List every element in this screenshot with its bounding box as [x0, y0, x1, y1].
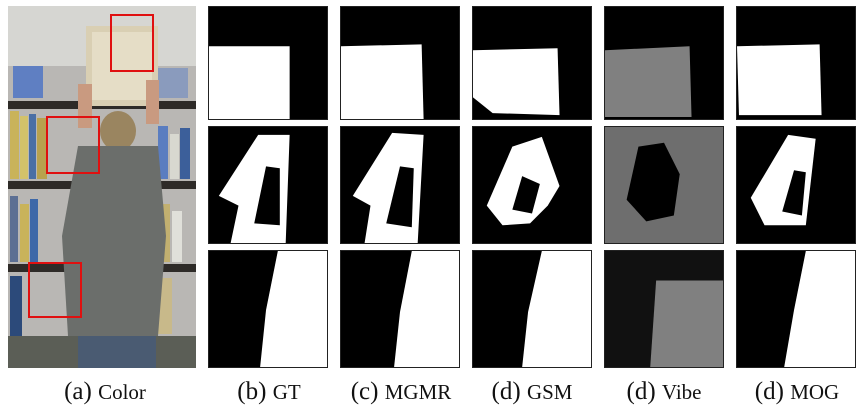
- vibe-tile-middle: [604, 126, 724, 244]
- caption-prefix: (c): [350, 378, 379, 405]
- mog-tile-middle: [736, 126, 856, 244]
- gt-tile-middle: [208, 126, 328, 244]
- caption-vibe: (d) Vibe: [602, 378, 726, 406]
- gsm-tile-bottom: [472, 250, 592, 368]
- roi-box-middle: [46, 116, 100, 174]
- caption-label: Vibe: [661, 380, 702, 404]
- gt-tile-bottom: [208, 250, 328, 368]
- gsm-tile-middle: [472, 126, 592, 244]
- gt-tile-top: [208, 6, 328, 120]
- caption-mgmr: (c) MGMR: [334, 378, 468, 406]
- caption-mog: (d) MOG: [733, 378, 861, 406]
- mgmr-tile-bottom: [340, 250, 460, 368]
- mog-tile-bottom: [736, 250, 856, 368]
- vibe-tile-bottom: [604, 250, 724, 368]
- caption-prefix: (b): [237, 378, 267, 405]
- mog-tile-top: [736, 6, 856, 120]
- caption-color: (a) Color: [20, 378, 190, 406]
- caption-gt: (b) GT: [205, 378, 333, 406]
- caption-prefix: (d): [626, 378, 656, 405]
- gsm-tile-top: [472, 6, 592, 120]
- caption-label: Color: [98, 380, 146, 404]
- caption-gsm: (d) GSM: [470, 378, 594, 406]
- color-photo: [8, 6, 196, 368]
- caption-prefix: (d): [491, 378, 521, 405]
- caption-label: GSM: [526, 380, 573, 404]
- caption-label: MOG: [790, 380, 840, 404]
- mgmr-tile-top: [340, 6, 460, 120]
- roi-box-top: [110, 14, 154, 72]
- vibe-tile-top: [604, 6, 724, 120]
- roi-box-bottom: [28, 262, 82, 318]
- mgmr-tile-middle: [340, 126, 460, 244]
- caption-label: GT: [272, 380, 301, 404]
- caption-prefix: (a): [64, 378, 92, 405]
- caption-prefix: (d): [754, 378, 784, 405]
- caption-label: MGMR: [384, 380, 452, 404]
